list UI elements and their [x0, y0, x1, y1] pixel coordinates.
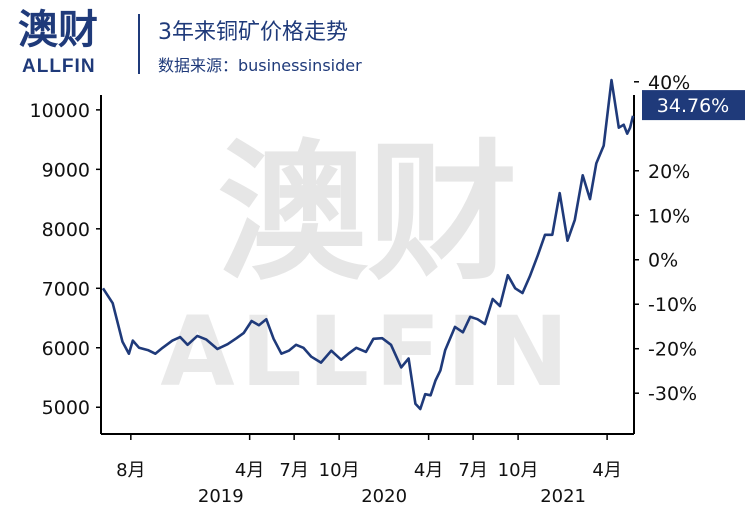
x-year-label: 2021 — [540, 486, 586, 507]
left-tick-label: 5000 — [42, 397, 90, 419]
x-tick-label: 10月 — [498, 460, 539, 481]
current-value-label: 34.76% — [657, 95, 729, 117]
chart-header: 澳财 ALLFIN 3年来铜矿价格走势 数据来源：businessinsider — [0, 0, 755, 90]
right-tick-label: 40% — [648, 72, 690, 94]
watermark-cn: 澳财 — [217, 127, 517, 301]
brand-logo-sub: ALLFIN — [22, 56, 96, 77]
left-tick-label: 8000 — [42, 219, 90, 241]
left-tick-label: 6000 — [42, 338, 90, 360]
chart-source: 数据来源：businessinsider — [158, 56, 362, 75]
price-line — [101, 78, 635, 411]
x-tick-label: 4月 — [592, 460, 621, 481]
header-divider — [138, 14, 140, 74]
x-tick-label: 8月 — [116, 460, 145, 481]
x-tick-label: 10月 — [319, 460, 360, 481]
right-tick-label: 0% — [648, 250, 678, 272]
chart-title: 3年来铜矿价格走势 — [158, 20, 348, 45]
watermark-en: ALLFIN — [160, 296, 574, 408]
current-value-badge — [642, 90, 745, 121]
left-tick-label: 9000 — [42, 159, 90, 181]
right-tick-label: -30% — [648, 383, 697, 405]
right-tick-label: -20% — [648, 339, 697, 361]
x-tick-label: 4月 — [414, 460, 443, 481]
x-tick-label: 7月 — [279, 460, 308, 481]
right-tick-label: 20% — [648, 161, 690, 183]
right-tick-label: 10% — [648, 205, 690, 227]
left-tick-label: 7000 — [42, 278, 90, 300]
x-year-label: 2019 — [198, 486, 244, 507]
left-tick-label: 10000 — [30, 100, 90, 122]
x-tick-label: 7月 — [458, 460, 487, 481]
brand-logo: 澳财 — [18, 7, 98, 53]
right-tick-label: -10% — [648, 294, 697, 316]
x-tick-label: 4月 — [235, 460, 264, 481]
x-year-label: 2020 — [361, 486, 407, 507]
